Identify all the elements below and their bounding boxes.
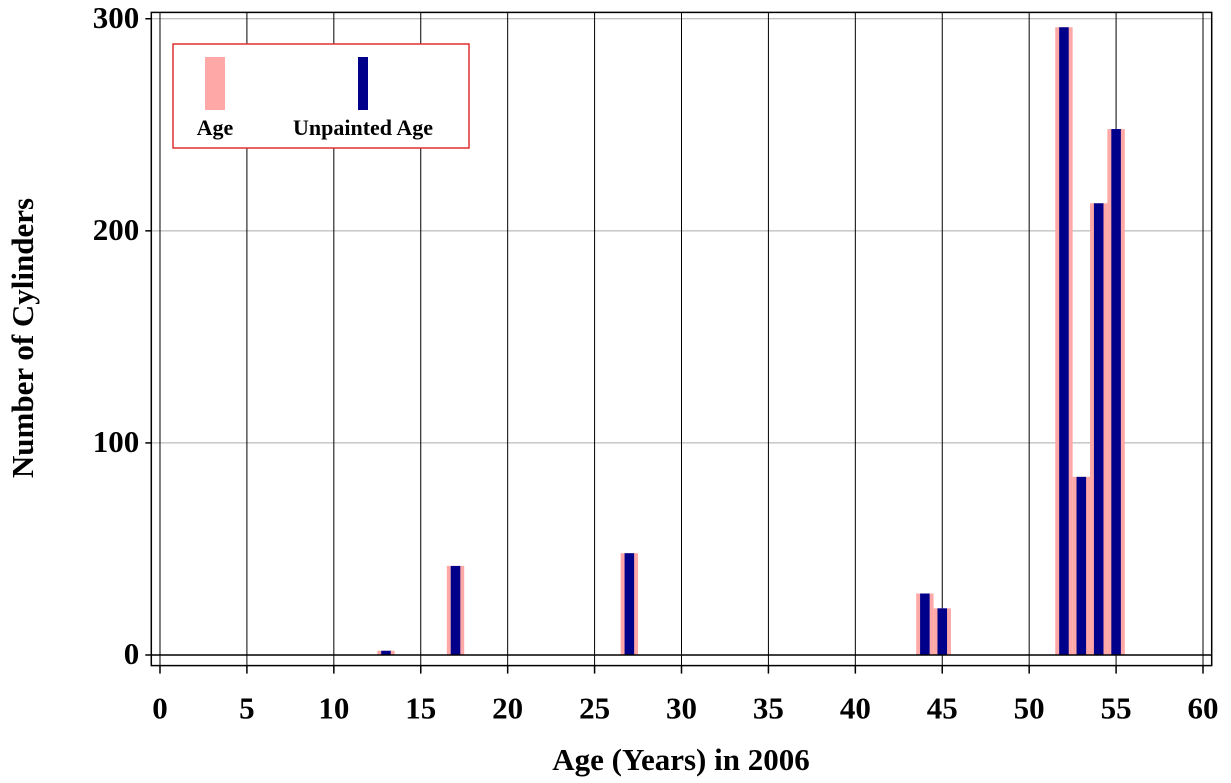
x-tick-label: 0 [152, 691, 168, 726]
legend-label: Age [197, 115, 234, 140]
y-tick-label: 300 [93, 0, 140, 35]
legend-label: Unpainted Age [293, 115, 433, 140]
y-tick-label: 100 [93, 424, 140, 459]
bar [920, 593, 930, 655]
bar [450, 565, 461, 655]
x-tick-label: 15 [405, 691, 436, 726]
x-tick-label: 35 [753, 691, 784, 726]
x-tick-label: 30 [666, 691, 697, 726]
bar [937, 608, 948, 655]
x-tick-label: 45 [927, 691, 958, 726]
bar [624, 553, 635, 655]
x-tick-label: 10 [318, 691, 349, 726]
bar [1111, 129, 1121, 655]
bar [1059, 27, 1069, 655]
bar [1076, 476, 1087, 655]
y-tick-label: 200 [93, 212, 140, 247]
y-tick-label: 0 [124, 636, 140, 671]
x-tick-label: 60 [1188, 691, 1219, 726]
x-tick-label: 55 [1101, 691, 1132, 726]
x-tick-label: 5 [239, 691, 255, 726]
x-tick-label: 25 [579, 691, 610, 726]
legend-swatch [358, 57, 368, 110]
x-axis-label: Age (Years) in 2006 [552, 742, 809, 777]
x-tick-label: 50 [1014, 691, 1045, 726]
bar [381, 650, 391, 655]
x-tick-label: 20 [492, 691, 523, 726]
legend-swatch [205, 57, 225, 110]
y-axis-label: Number of Cylinders [5, 198, 40, 478]
x-tick-label: 40 [840, 691, 871, 726]
bar [1093, 203, 1104, 655]
